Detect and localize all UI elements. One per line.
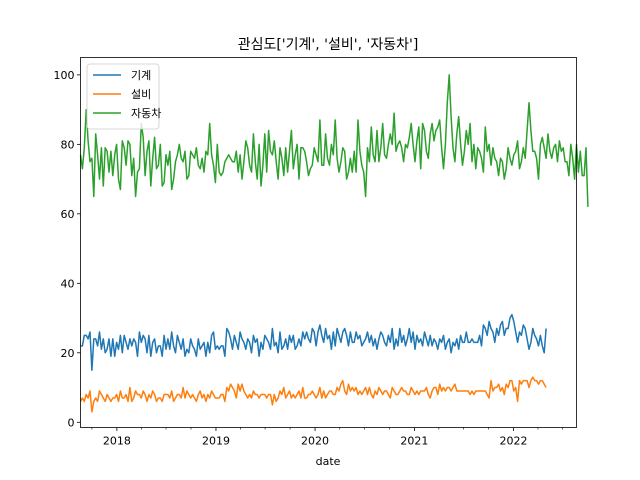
legend-label-2: 설비 [131,88,151,101]
x-axis-label: date [316,455,341,468]
y-tick-label-40: 40 [61,277,75,290]
chart-title: 관심도['기계', '설비', '자동차'] [238,37,419,53]
y-tick-label-60: 60 [61,208,75,221]
y-tick-label-100: 100 [54,69,75,82]
y-tick-label-0: 0 [68,416,75,429]
plot-frame [80,57,577,428]
y-tick-label-20: 20 [61,347,75,360]
y-tick-label-80: 80 [61,138,75,151]
x-axis: 2018 2019 2020 2021 2022 [91,427,563,448]
series-line-1 [80,313,547,371]
series-line-2 [79,376,547,413]
x-tick-label-2019: 2019 [202,435,230,448]
y-axis: 0 20 40 60 80 100 [54,69,81,429]
x-tick-label-2020: 2020 [301,435,329,448]
x-tick-label-2018: 2018 [103,435,131,448]
plot-lines [79,74,589,413]
x-tick-label-2022: 2022 [500,435,528,448]
legend-label-1: 기계 [131,69,151,82]
x-tick-label-2021: 2021 [400,435,428,448]
legend-label-3: 자동차 [131,107,161,120]
series-line-3 [79,74,589,207]
